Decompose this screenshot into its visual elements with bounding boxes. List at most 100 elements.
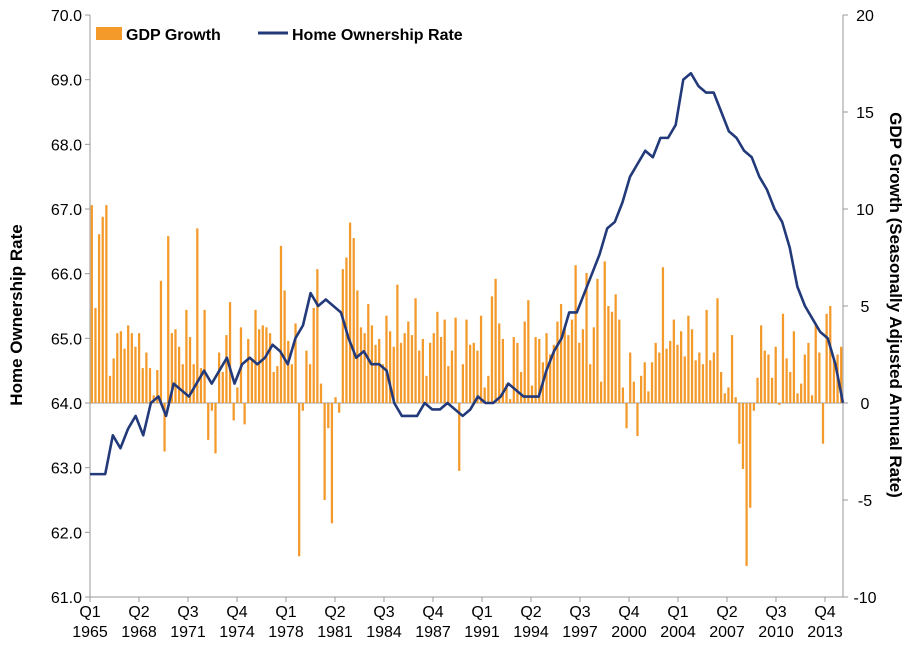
gdp-bar [534,337,537,403]
gdp-bar [501,338,505,403]
gdp-bar [218,352,221,403]
gdp-bar [589,364,592,403]
gdp-bar [778,403,781,405]
gdp-bar [818,352,821,403]
x-tick-label-year: 1984 [366,624,402,641]
gdp-bar [821,403,825,444]
gdp-bar [414,298,417,403]
gdp-bar [127,325,130,403]
gdp-bar [745,403,748,566]
gdp-bar [621,387,625,403]
gdp-bar [381,364,384,403]
gdp-bar [188,337,192,403]
x-tick-label-quarter: Q2 [716,604,737,621]
x-tick-label-quarter: Q4 [226,604,247,621]
gdp-bar [94,307,97,403]
gdp-bar [174,329,177,403]
gdp-bar [720,371,723,403]
right-tick-label: -5 [858,493,872,510]
gdp-bar [385,315,388,403]
x-tick-label-year: 2004 [660,624,696,641]
gdp-bar [596,278,599,403]
gdp-bar [523,321,526,403]
gdp-bar [516,342,519,403]
gdp-bar [796,393,799,403]
gdp-bar [214,403,217,454]
left-tick-label: 63.0 [51,461,82,478]
gdp-bar [236,387,239,403]
gdp-bar [494,278,497,403]
plot-frame [89,15,844,598]
gdp-bar [294,323,297,403]
gdp-bar [538,338,541,403]
gdp-bar [308,364,312,403]
gdp-bar [163,403,166,452]
gdp-bar [730,335,734,403]
gdp-bar [425,375,428,403]
gdp-bar [334,397,337,403]
gdp-bar [738,403,741,444]
gdp-bar [701,364,705,403]
gdp-bar [268,333,272,403]
gdp-bar [574,265,577,403]
gdp-bar [687,315,690,403]
gdp-bar [374,344,377,403]
gdp-bar [712,352,715,403]
gdp-bar [105,205,108,403]
gdp-bar [803,354,806,403]
gdp-bar [228,302,232,403]
gdp-bar [705,309,708,403]
gdp-bar [312,307,315,403]
left-tick-label: 66.0 [51,267,82,284]
gdp-bar [658,352,661,403]
gdp-bar [792,331,796,403]
x-tick-label-year: 2000 [611,624,647,641]
gdp-bar [199,368,203,403]
gdp-bar [683,356,686,403]
x-tick-label-year: 1981 [317,624,353,641]
gdp-bar [785,358,788,403]
x-tick-label-quarter: Q3 [177,604,198,621]
gdp-bar [396,284,399,403]
gdp-bar [472,342,475,403]
left-tick-label: 61.0 [51,590,82,607]
gdp-bar [363,333,366,403]
gdp-bar [625,403,628,429]
gdp-bar [669,340,672,403]
gdp-bar [458,403,461,471]
gdp-bar [781,313,785,403]
home-ownership-line [90,71,845,476]
gdp-bar [800,383,803,403]
gdp-bar [614,294,617,403]
gdp-bar [774,346,777,403]
gdp-bar [356,290,359,403]
gdp-bar [276,366,279,403]
gdp-bar [519,371,523,403]
gdp-bar [265,327,268,403]
x-tick-label-quarter: Q4 [618,604,639,621]
gdp-bar [134,346,137,403]
gdp-bar [825,313,828,403]
x-tick-label-year: 1968 [121,624,157,641]
gdp-bar [465,319,468,403]
right-tick-label: 15 [856,105,874,122]
gdp-bar [378,338,381,403]
gdp-bar [563,327,566,403]
legend-label-gdp: GDP Growth [126,27,221,44]
gdp-bar [327,403,330,429]
gdp-bar [298,403,301,557]
gdp-bar [567,335,570,403]
gdp-bar [661,267,665,403]
gdp-bar [680,331,683,403]
gdp-bar [643,362,646,403]
gdp-bar [272,371,275,403]
gdp-bar [716,298,719,403]
gdp-bar [454,317,457,403]
gdp-bar [178,346,181,403]
left-axis-title: Home Ownership Rate [7,224,26,405]
gdp-bar [207,403,210,440]
gdp-bar [418,350,421,403]
x-tick-label-year: 1974 [219,624,255,641]
gdp-bar [690,329,694,403]
